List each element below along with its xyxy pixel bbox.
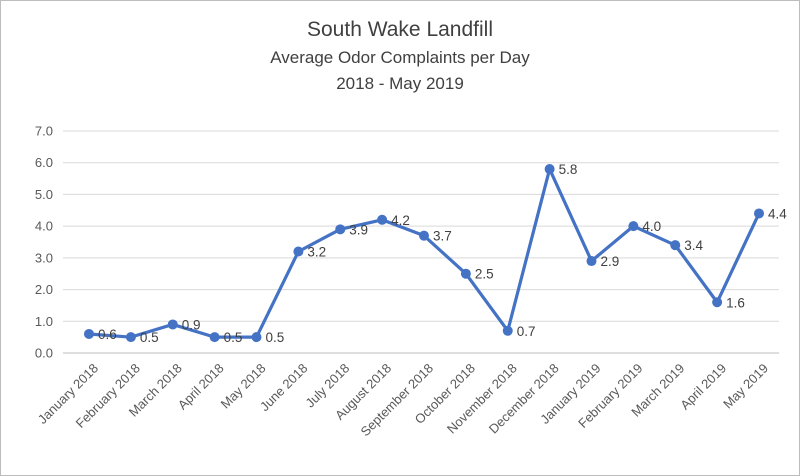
data-label: 3.9: [349, 222, 368, 237]
data-label: 4.0: [642, 219, 661, 234]
data-point: [335, 224, 346, 235]
y-axis-tick-label: 7.0: [35, 124, 53, 139]
data-point: [167, 319, 178, 330]
data-label: 0.9: [182, 317, 201, 332]
data-label: 2.5: [475, 267, 494, 282]
data-label: 1.6: [726, 295, 745, 310]
chart-subtitle: Average Odor Complaints per Day: [270, 48, 530, 67]
x-axis-tick-label: May 2019: [720, 361, 771, 412]
data-label: 0.5: [266, 330, 285, 345]
x-axis-tick-label: September 2018: [358, 361, 437, 440]
data-point: [670, 240, 681, 251]
x-axis-tick-label: April 2018: [175, 361, 227, 413]
y-axis-tick-label: 0.0: [35, 346, 53, 361]
chart-title: South Wake Landfill: [307, 18, 493, 41]
y-axis-tick-label: 6.0: [35, 155, 53, 170]
x-axis-tick-label: April 2019: [677, 361, 729, 413]
data-point: [209, 332, 220, 343]
data-point: [712, 297, 723, 308]
data-point: [377, 214, 388, 225]
data-point: [419, 230, 429, 241]
chart-period: 2018 - May 2019: [336, 74, 464, 93]
data-label: 3.2: [307, 245, 326, 260]
data-point: [586, 256, 597, 267]
data-label: 0.5: [140, 330, 159, 345]
data-label: 4.2: [391, 213, 410, 228]
data-point: [544, 164, 555, 175]
chart-titles: South Wake Landfill Average Odor Complai…: [1, 15, 799, 97]
y-axis-tick-label: 4.0: [35, 219, 53, 234]
y-axis-tick-label: 3.0: [35, 250, 53, 265]
data-label: 0.5: [224, 330, 243, 345]
data-label: 3.7: [433, 229, 452, 244]
data-point: [84, 328, 94, 339]
data-point: [460, 268, 471, 279]
data-label: 0.7: [517, 324, 536, 339]
y-axis-tick-label: 1.0: [35, 314, 53, 329]
data-point: [293, 246, 304, 257]
data-point: [502, 325, 513, 336]
data-point: [251, 332, 262, 343]
data-point: [754, 208, 764, 219]
data-label: 4.4: [768, 206, 787, 221]
y-axis-tick-label: 2.0: [35, 282, 53, 297]
data-label: 3.4: [684, 238, 703, 253]
data-point: [125, 332, 136, 343]
data-label: 5.8: [559, 162, 578, 177]
y-axis-tick-label: 5.0: [35, 187, 53, 202]
data-point: [628, 221, 639, 232]
data-label: 0.6: [98, 327, 117, 342]
data-label: 2.9: [601, 254, 620, 269]
